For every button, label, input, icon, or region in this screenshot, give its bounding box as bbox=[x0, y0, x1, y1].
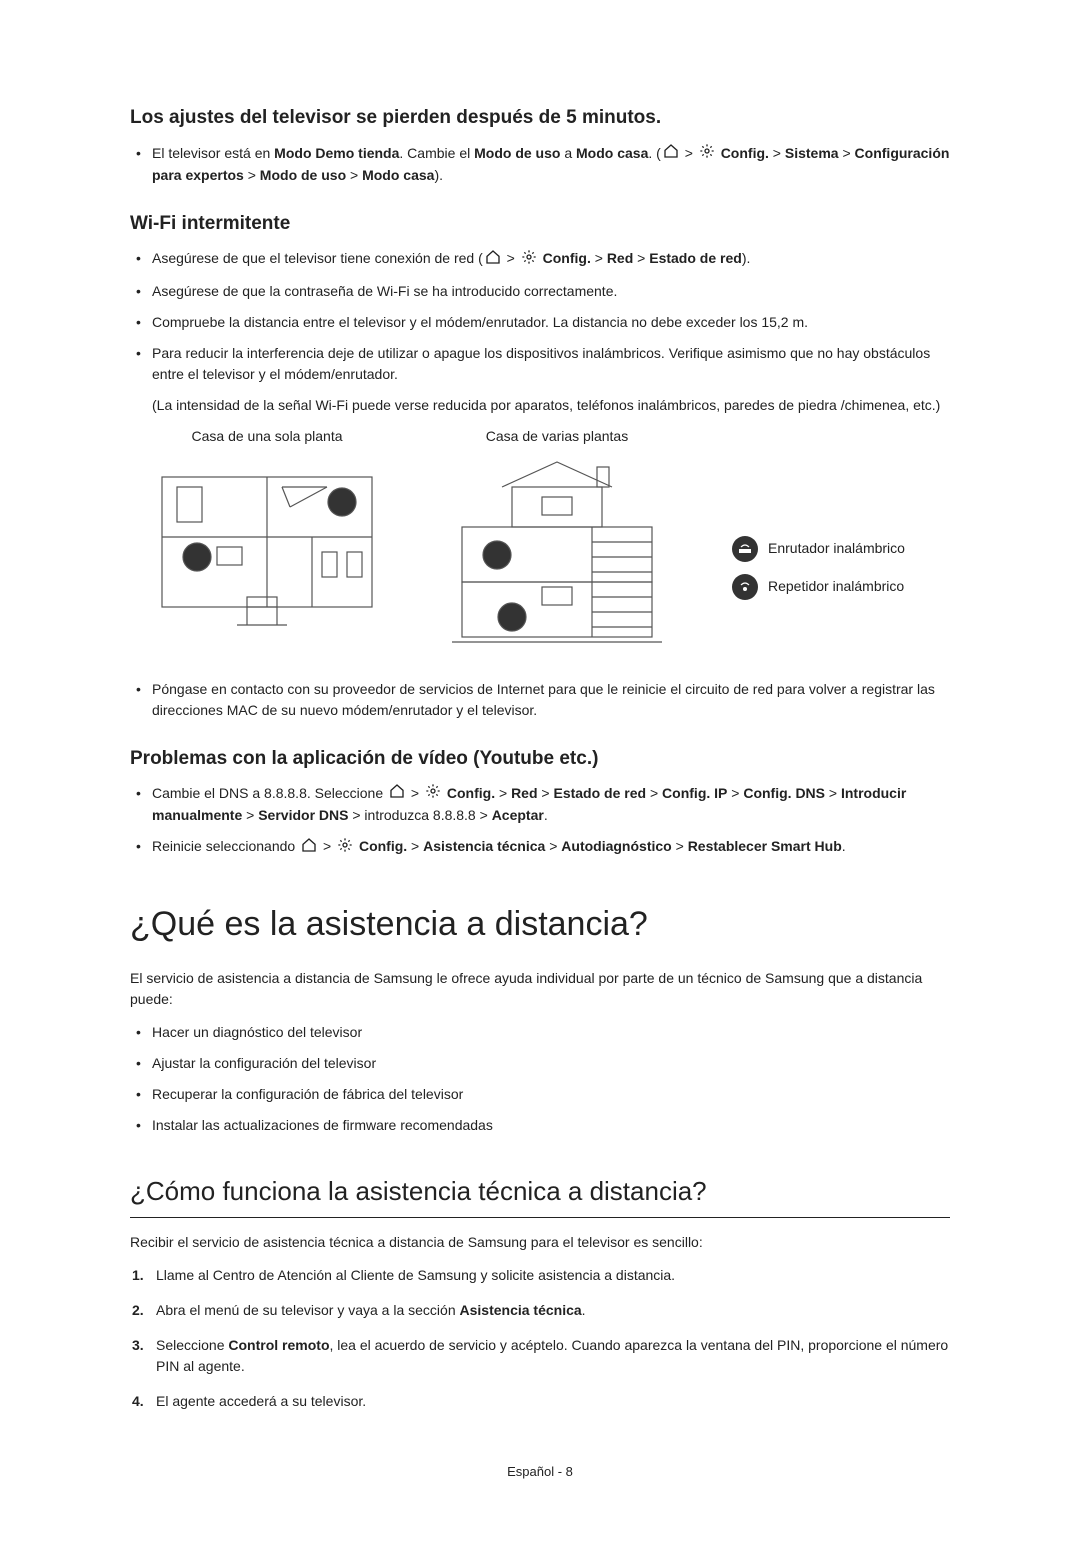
router-icon bbox=[732, 536, 758, 562]
step-item: El agente accederá a su televisor. bbox=[130, 1391, 950, 1412]
section-title-wifi-intermittent: Wi-Fi intermitente bbox=[130, 210, 950, 239]
section-title-how-remote-works: ¿Cómo funciona la asistencia técnica a d… bbox=[130, 1172, 950, 1218]
house-multi-story-svg bbox=[442, 457, 672, 657]
how-remote-intro: Recibir el servicio de asistencia técnic… bbox=[130, 1232, 950, 1253]
list-item: Hacer un diagnóstico del televisor bbox=[130, 1022, 950, 1043]
section-title-video-apps: Problemas con la aplicación de vídeo (Yo… bbox=[130, 745, 950, 774]
step-item: Llame al Centro de Atención al Cliente d… bbox=[130, 1265, 950, 1286]
list-s2-continued: Póngase en contacto con su proveedor de … bbox=[130, 679, 950, 721]
home-icon bbox=[301, 837, 317, 859]
page-footer: Español - 8 bbox=[130, 1462, 950, 1482]
list-item: Para reducir la interferencia deje de ut… bbox=[130, 343, 950, 385]
list-item: Asegúrese de que el televisor tiene cone… bbox=[130, 248, 950, 270]
list-item: Instalar las actualizaciones de firmware… bbox=[130, 1115, 950, 1136]
list-item: Recuperar la configuración de fábrica de… bbox=[130, 1084, 950, 1105]
home-icon bbox=[663, 143, 679, 165]
home-icon bbox=[389, 783, 405, 805]
legend-repeater: Repetidor inalámbrico bbox=[732, 574, 905, 600]
settings-icon bbox=[337, 837, 353, 859]
house-single-story-svg bbox=[152, 457, 382, 627]
diagram-multi-story: Casa de varias plantas bbox=[442, 426, 672, 663]
diagram-legend: Enrutador inalámbrico Repetidor inalámbr… bbox=[732, 536, 905, 600]
section-title-remote-assistance: ¿Qué es la asistencia a distancia? bbox=[130, 899, 950, 950]
settings-icon bbox=[521, 249, 537, 271]
settings-icon bbox=[425, 783, 441, 805]
list-item: Asegúrese de que la contraseña de Wi-Fi … bbox=[130, 281, 950, 302]
repeater-icon bbox=[732, 574, 758, 600]
list-item: Ajustar la configuración del televisor bbox=[130, 1053, 950, 1074]
step-item: Seleccione Control remoto, lea el acuerd… bbox=[130, 1335, 950, 1377]
list-item: Cambie el DNS a 8.8.8.8. Seleccione > Co… bbox=[130, 783, 950, 826]
list-s2: Asegúrese de que el televisor tiene cone… bbox=[130, 248, 950, 384]
list-item: Compruebe la distancia entre el televiso… bbox=[130, 312, 950, 333]
list-item: Reinicie seleccionando > Config. > Asist… bbox=[130, 836, 950, 858]
list-s1: El televisor está en Modo Demo tienda. C… bbox=[130, 143, 950, 186]
diagram-single-story: Casa de una sola planta bbox=[152, 426, 382, 633]
step-item: Abra el menú de su televisor y vaya a la… bbox=[130, 1300, 950, 1321]
list-item: El televisor está en Modo Demo tienda. C… bbox=[130, 143, 950, 186]
home-icon bbox=[485, 249, 501, 271]
remote-assist-intro: El servicio de asistencia a distancia de… bbox=[130, 968, 950, 1010]
settings-icon bbox=[699, 143, 715, 165]
list-s4: Hacer un diagnóstico del televisor Ajust… bbox=[130, 1022, 950, 1136]
legend-router: Enrutador inalámbrico bbox=[732, 536, 905, 562]
wifi-note: (La intensidad de la señal Wi-Fi puede v… bbox=[130, 395, 950, 416]
steps-list: Llame al Centro de Atención al Cliente d… bbox=[130, 1265, 950, 1412]
list-item: Póngase en contacto con su proveedor de … bbox=[130, 679, 950, 721]
house-diagrams: Casa de una sola planta Casa de varias p… bbox=[152, 426, 950, 663]
section-title-tv-settings-lost: Los ajustes del televisor se pierden des… bbox=[130, 104, 950, 133]
list-s3: Cambie el DNS a 8.8.8.8. Seleccione > Co… bbox=[130, 783, 950, 859]
